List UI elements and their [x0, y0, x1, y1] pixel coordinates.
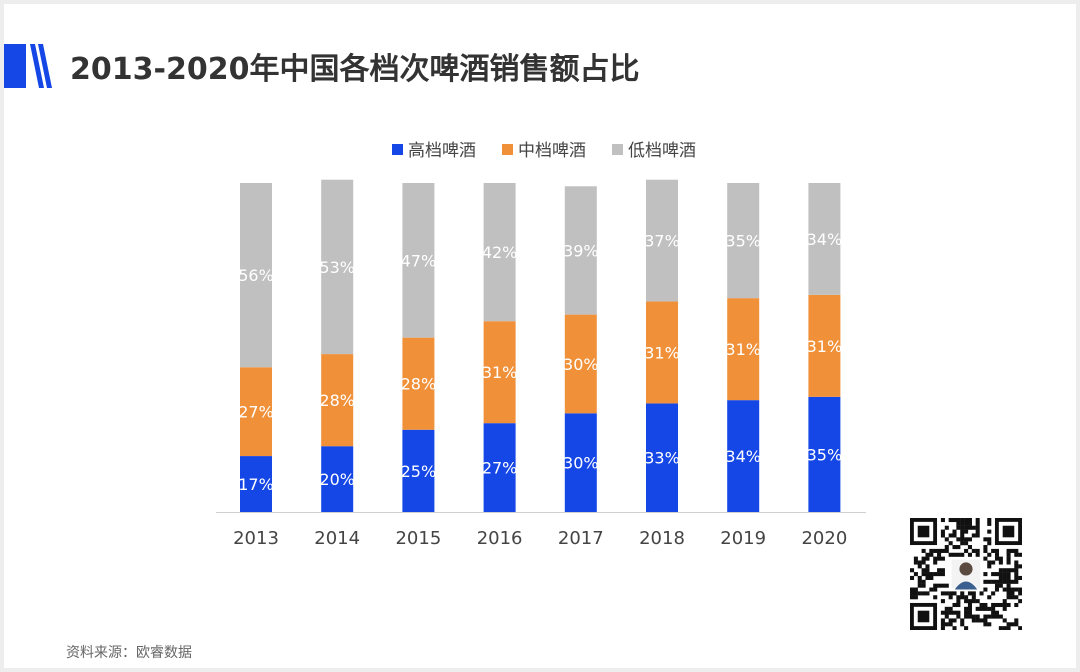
- data-label: 31%: [644, 343, 680, 362]
- data-label: 34%: [807, 230, 843, 249]
- data-label: 28%: [319, 391, 355, 410]
- bar-segment: [808, 294, 841, 397]
- x-tick-label: 2016: [477, 528, 523, 549]
- data-label: 39%: [563, 241, 599, 260]
- qr-code-icon: [910, 518, 1022, 630]
- legend-swatch: [502, 144, 513, 155]
- data-label: 35%: [725, 232, 761, 251]
- data-label: 35%: [807, 445, 843, 464]
- x-tick-label: 2017: [558, 528, 604, 549]
- bar-segment: [321, 446, 354, 512]
- data-label: 56%: [238, 266, 274, 285]
- bar-segment: [727, 298, 760, 401]
- bar-segment: [240, 456, 272, 512]
- x-tick-label: 2018: [639, 528, 685, 549]
- bar-segment: [646, 403, 678, 512]
- data-label: 31%: [725, 340, 761, 359]
- data-label: 42%: [482, 243, 518, 262]
- bar-segment: [727, 400, 760, 512]
- x-tick-label: 2015: [395, 528, 441, 549]
- title-stripes-icon: [4, 44, 52, 88]
- legend-label: 中档啤酒: [518, 141, 586, 161]
- bar-segment: [402, 337, 435, 430]
- data-label: 33%: [644, 449, 680, 468]
- bar-segment: [646, 179, 678, 302]
- data-label: 28%: [401, 375, 437, 394]
- bar-segment: [727, 183, 760, 299]
- bar-segment: [321, 354, 354, 447]
- slide-card: 2013-2020年中国各档次啤酒销售额占比 高档啤酒 中档啤酒 低档啤酒 17% 27…: [4, 4, 1076, 668]
- data-label: 27%: [482, 459, 518, 478]
- bar-segment: [483, 183, 516, 322]
- data-label: 30%: [563, 454, 599, 473]
- data-label: 31%: [482, 363, 518, 382]
- source-note: 资料来源：欧睿数据: [66, 645, 192, 661]
- data-label: 34%: [725, 447, 761, 466]
- bar-segment: [808, 183, 841, 295]
- bar-segment: [483, 321, 516, 424]
- legend-swatch: [612, 144, 623, 155]
- legend-swatch: [392, 144, 403, 155]
- x-tick-label: 2014: [314, 528, 360, 549]
- bar-segment: [808, 396, 841, 512]
- x-tick-label: 2013: [233, 528, 279, 549]
- stacked-bar-chart: 高档啤酒 中档啤酒 低档啤酒 17% 27% 56% 2013 20% 28% 53% 2014 25…: [216, 141, 866, 549]
- bar-segment: [402, 183, 435, 338]
- legend-label: 高档啤酒: [408, 141, 476, 161]
- data-label: 37%: [644, 232, 680, 251]
- bar-segment: [402, 429, 435, 512]
- data-label: 31%: [807, 337, 843, 356]
- bar-segment: [483, 423, 516, 512]
- data-label: 25%: [401, 462, 437, 481]
- data-label: 27%: [238, 403, 274, 422]
- bar-segment: [646, 301, 678, 404]
- x-tick-label: 2019: [720, 528, 766, 549]
- data-label: 17%: [238, 475, 274, 494]
- bar-segment: [240, 183, 272, 368]
- bar-segment: [564, 413, 597, 512]
- bar-segment: [321, 179, 354, 355]
- data-label: 53%: [319, 258, 355, 277]
- legend-label: 低档啤酒: [628, 141, 696, 161]
- data-label: 20%: [319, 470, 355, 489]
- data-label: 30%: [563, 355, 599, 374]
- x-tick-label: 2020: [801, 528, 847, 549]
- bar-segment: [240, 367, 272, 457]
- data-label: 47%: [401, 251, 437, 270]
- bar-segment: [564, 314, 597, 414]
- bar-segment: [564, 186, 597, 315]
- page-title: 2013-2020年中国各档次啤酒销售额占比: [70, 52, 640, 87]
